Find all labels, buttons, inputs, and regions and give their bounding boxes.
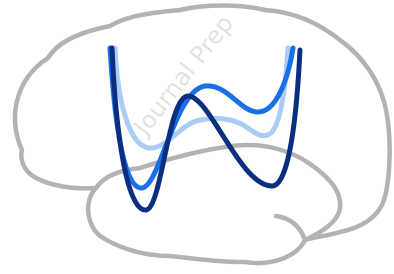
figure: Journal Prep (0, 0, 394, 274)
watermark: Journal Prep (127, 10, 239, 142)
page: {"watermark": "Journal Prep"} Journal Pr… (0, 0, 394, 274)
cerebellum-fold (276, 216, 305, 240)
